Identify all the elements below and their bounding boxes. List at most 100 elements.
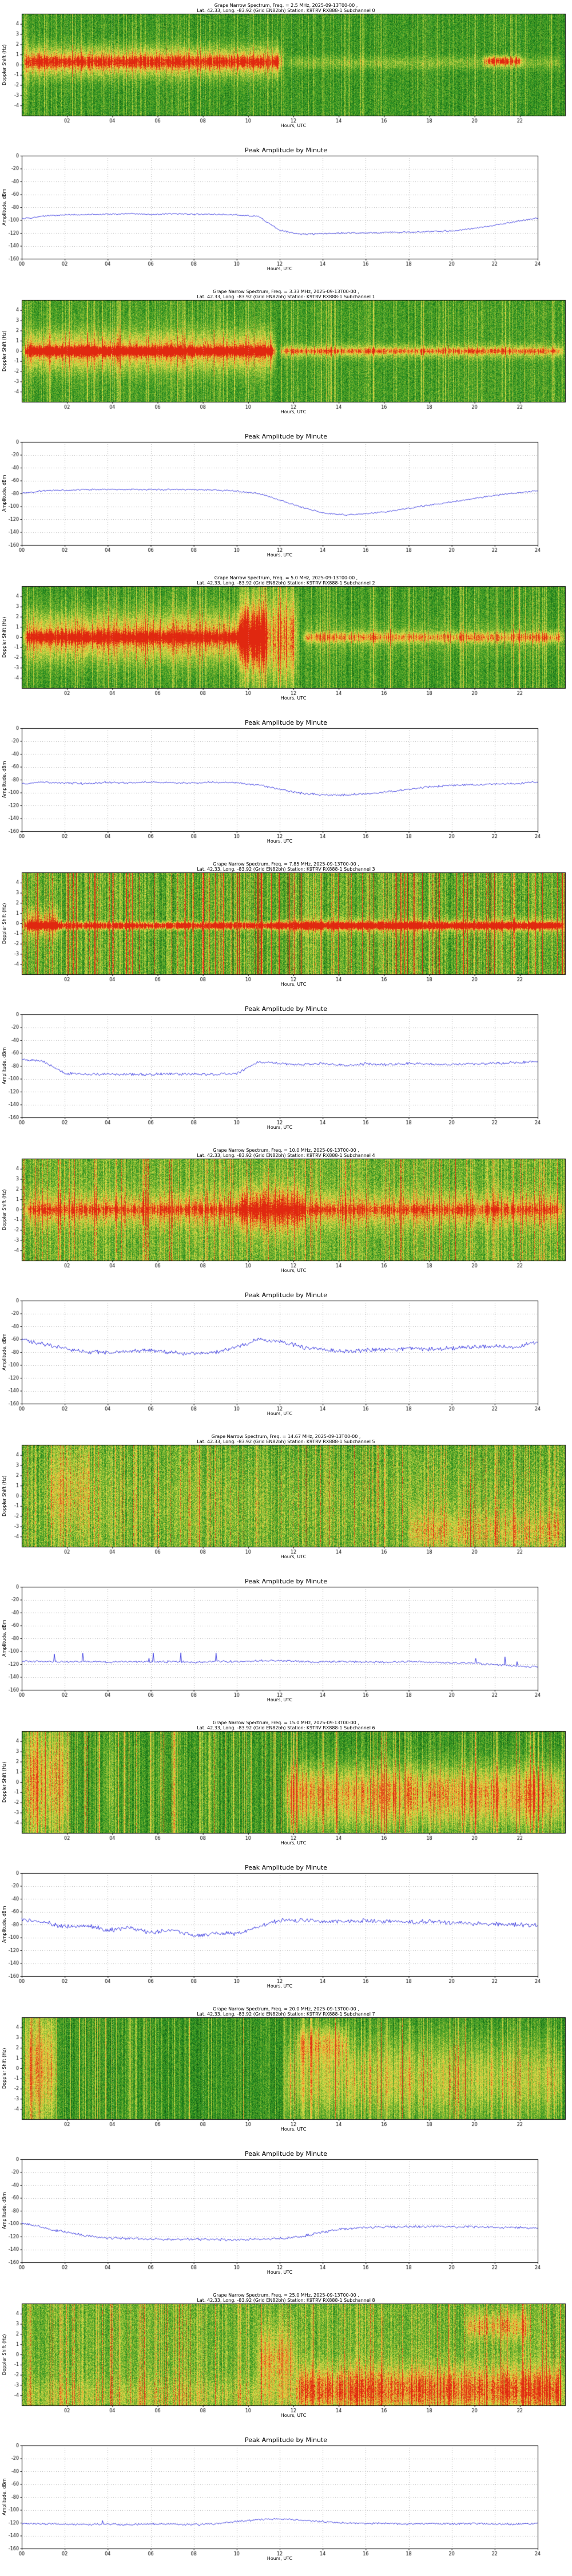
y-axis-label: Doppler Shift (Hz) bbox=[2, 903, 7, 944]
spectrum-figure-1: Grape Narrow Spectrum, Freq. = 3.33 MHz,… bbox=[0, 286, 572, 429]
amplitude-plot-5 bbox=[0, 1574, 572, 1717]
spectrum-heatmap-5 bbox=[0, 1431, 572, 1574]
x-axis-label: Hours, UTC bbox=[267, 266, 293, 271]
chart-title: Peak Amplitude by Minute bbox=[244, 2436, 328, 2444]
y-axis-label: Doppler Shift (Hz) bbox=[2, 2334, 7, 2375]
amplitude-figure-4: Peak Amplitude by Minute Amplitude, dBm … bbox=[0, 1288, 572, 1431]
x-axis-label: Hours, UTC bbox=[280, 2413, 307, 2418]
chart-title: Peak Amplitude by Minute bbox=[244, 433, 328, 440]
x-axis-label: Hours, UTC bbox=[280, 1268, 307, 1273]
spectrum-figure-5: Grape Narrow Spectrum, Freq. = 14.67 MHz… bbox=[0, 1431, 572, 1574]
x-axis-label: Hours, UTC bbox=[280, 1840, 307, 1846]
amplitude-plot-8 bbox=[0, 2433, 572, 2576]
x-axis-label: Hours, UTC bbox=[267, 2556, 293, 2561]
chart-title: Peak Amplitude by Minute bbox=[244, 1291, 328, 1299]
amplitude-figure-1: Peak Amplitude by Minute Amplitude, dBm … bbox=[0, 429, 572, 572]
spectrum-heatmap-2 bbox=[0, 572, 572, 716]
spectrum-heatmap-8 bbox=[0, 2290, 572, 2433]
x-axis-label: Hours, UTC bbox=[280, 2127, 307, 2132]
x-axis-label: Hours, UTC bbox=[280, 696, 307, 701]
y-axis-label: Doppler Shift (Hz) bbox=[2, 2048, 7, 2089]
y-axis-label: Doppler Shift (Hz) bbox=[2, 44, 7, 85]
y-axis-label: Amplitude, dBm bbox=[2, 2478, 7, 2516]
amplitude-plot-3 bbox=[0, 1002, 572, 1145]
y-axis-label: Doppler Shift (Hz) bbox=[2, 1189, 7, 1230]
x-axis-label: Hours, UTC bbox=[280, 982, 307, 987]
spectrum-heatmap-7 bbox=[0, 2004, 572, 2147]
amplitude-plot-0 bbox=[0, 143, 572, 286]
chart-title-line2: Lat. 42.33, Long. -83.92 (Grid EN82bh) S… bbox=[197, 1725, 375, 1730]
amplitude-plot-4 bbox=[0, 1288, 572, 1431]
spectrum-figure-0: Grape Narrow Spectrum, Freq. = 2.5 MHz, … bbox=[0, 0, 572, 143]
chart-title: Peak Amplitude by Minute bbox=[244, 1864, 328, 1871]
chart-title-line1: Grape Narrow Spectrum, Freq. = 2.5 MHz, … bbox=[214, 3, 358, 8]
y-axis-label: Amplitude, dBm bbox=[2, 1047, 7, 1085]
chart-title-line1: Grape Narrow Spectrum, Freq. = 15.0 MHz,… bbox=[213, 1720, 359, 1725]
amplitude-plot-1 bbox=[0, 429, 572, 572]
spectrum-heatmap-6 bbox=[0, 1717, 572, 1860]
amplitude-figure-7: Peak Amplitude by Minute Amplitude, dBm … bbox=[0, 2147, 572, 2290]
chart-title-line1: Grape Narrow Spectrum, Freq. = 10.0 MHz,… bbox=[213, 1148, 359, 1153]
chart-title: Peak Amplitude by Minute bbox=[244, 147, 328, 154]
amplitude-figure-3: Peak Amplitude by Minute Amplitude, dBm … bbox=[0, 1002, 572, 1145]
spectrum-heatmap-3 bbox=[0, 859, 572, 1002]
spectrum-heatmap-0 bbox=[0, 0, 572, 143]
spectrum-heatmap-1 bbox=[0, 286, 572, 429]
y-axis-label: Amplitude, dBm bbox=[2, 188, 7, 226]
x-axis-label: Hours, UTC bbox=[267, 1697, 293, 1702]
x-axis-label: Hours, UTC bbox=[267, 552, 293, 558]
y-axis-label: Doppler Shift (Hz) bbox=[2, 1761, 7, 1803]
chart-title: Peak Amplitude by Minute bbox=[244, 719, 328, 726]
x-axis-label: Hours, UTC bbox=[267, 1125, 293, 1130]
x-axis-label: Hours, UTC bbox=[267, 2270, 293, 2275]
amplitude-plot-2 bbox=[0, 716, 572, 859]
chart-title-line2: Lat. 42.33, Long. -83.92 (Grid EN82bh) S… bbox=[197, 2298, 375, 2303]
y-axis-label: Doppler Shift (Hz) bbox=[2, 617, 7, 658]
amplitude-plot-7 bbox=[0, 2147, 572, 2290]
x-axis-label: Hours, UTC bbox=[280, 1554, 307, 1559]
y-axis-label: Amplitude, dBm bbox=[2, 1619, 7, 1657]
y-axis-label: Doppler Shift (Hz) bbox=[2, 1475, 7, 1516]
amplitude-figure-2: Peak Amplitude by Minute Amplitude, dBm … bbox=[0, 716, 572, 859]
spectrum-figure-7: Grape Narrow Spectrum, Freq. = 20.0 MHz,… bbox=[0, 2004, 572, 2147]
chart-title-line2: Lat. 42.33, Long. -83.92 (Grid EN82bh) S… bbox=[197, 1439, 375, 1444]
chart-title-line1: Grape Narrow Spectrum, Freq. = 14.67 MHz… bbox=[211, 1434, 361, 1439]
spectrum-figure-6: Grape Narrow Spectrum, Freq. = 15.0 MHz,… bbox=[0, 1717, 572, 1860]
spectrum-figure-2: Grape Narrow Spectrum, Freq. = 5.0 MHz, … bbox=[0, 572, 572, 716]
spectrum-figure-3: Grape Narrow Spectrum, Freq. = 7.85 MHz,… bbox=[0, 859, 572, 1002]
chart-title: Peak Amplitude by Minute bbox=[244, 1578, 328, 1585]
x-axis-label: Hours, UTC bbox=[280, 123, 307, 128]
amplitude-figure-0: Peak Amplitude by Minute Amplitude, dBm … bbox=[0, 143, 572, 286]
y-axis-label: Amplitude, dBm bbox=[2, 1333, 7, 1371]
chart-title-line2: Lat. 42.33, Long. -83.92 (Grid EN82bh) S… bbox=[197, 580, 375, 586]
x-axis-label: Hours, UTC bbox=[280, 409, 307, 414]
y-axis-label: Doppler Shift (Hz) bbox=[2, 330, 7, 372]
chart-title-line1: Grape Narrow Spectrum, Freq. = 20.0 MHz,… bbox=[213, 2006, 359, 2012]
chart-title: Peak Amplitude by Minute bbox=[244, 2150, 328, 2158]
y-axis-label: Amplitude, dBm bbox=[2, 761, 7, 799]
chart-title-line1: Grape Narrow Spectrum, Freq. = 7.85 MHz,… bbox=[213, 862, 359, 867]
chart-title-line2: Lat. 42.33, Long. -83.92 (Grid EN82bh) S… bbox=[197, 867, 375, 872]
spectrum-figure-4: Grape Narrow Spectrum, Freq. = 10.0 MHz,… bbox=[0, 1145, 572, 1288]
chart-title-line2: Lat. 42.33, Long. -83.92 (Grid EN82bh) S… bbox=[197, 1153, 375, 1158]
chart-title-line2: Lat. 42.33, Long. -83.92 (Grid EN82bh) S… bbox=[197, 8, 375, 13]
x-axis-label: Hours, UTC bbox=[267, 1411, 293, 1416]
spectrum-figure-8: Grape Narrow Spectrum, Freq. = 25.0 MHz,… bbox=[0, 2290, 572, 2433]
y-axis-label: Amplitude, dBm bbox=[2, 1906, 7, 1943]
amplitude-figure-8: Peak Amplitude by Minute Amplitude, dBm … bbox=[0, 2433, 572, 2576]
chart-title-line1: Grape Narrow Spectrum, Freq. = 25.0 MHz,… bbox=[213, 2293, 359, 2298]
x-axis-label: Hours, UTC bbox=[267, 1984, 293, 1989]
chart-title: Peak Amplitude by Minute bbox=[244, 1005, 328, 1013]
spectrum-heatmap-4 bbox=[0, 1145, 572, 1288]
chart-title-line2: Lat. 42.33, Long. -83.92 (Grid EN82bh) S… bbox=[197, 294, 375, 299]
chart-title-line2: Lat. 42.33, Long. -83.92 (Grid EN82bh) S… bbox=[197, 2012, 375, 2017]
amplitude-figure-6: Peak Amplitude by Minute Amplitude, dBm … bbox=[0, 1860, 572, 2004]
y-axis-label: Amplitude, dBm bbox=[2, 2192, 7, 2230]
y-axis-label: Amplitude, dBm bbox=[2, 475, 7, 512]
chart-title-line1: Grape Narrow Spectrum, Freq. = 3.33 MHz,… bbox=[213, 289, 359, 294]
amplitude-figure-5: Peak Amplitude by Minute Amplitude, dBm … bbox=[0, 1574, 572, 1717]
chart-title-line1: Grape Narrow Spectrum, Freq. = 5.0 MHz, … bbox=[214, 575, 358, 580]
x-axis-label: Hours, UTC bbox=[267, 839, 293, 844]
amplitude-plot-6 bbox=[0, 1860, 572, 2004]
